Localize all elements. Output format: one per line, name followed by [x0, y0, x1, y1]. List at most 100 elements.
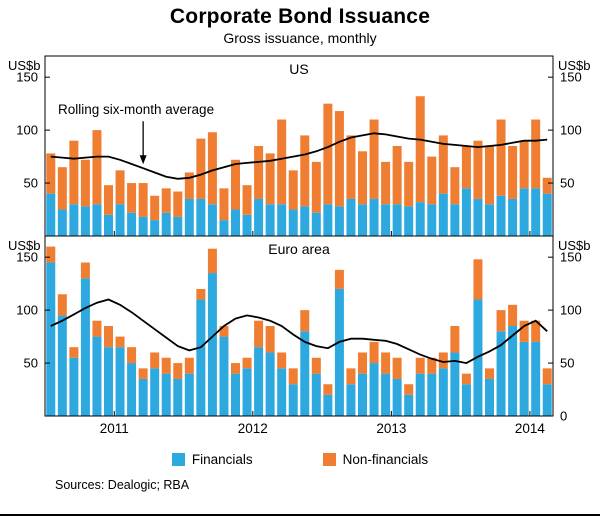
bar-segment-financials [242, 214, 252, 236]
bar-segment-financials [161, 373, 171, 416]
bar-segment-nonfinancials [357, 151, 368, 205]
bar-segment-financials [415, 373, 425, 416]
bar-segment-nonfinancials [254, 146, 264, 199]
bar-segment-financials [300, 206, 310, 236]
bar-segment-nonfinancials [369, 341, 379, 364]
bar-segment-financials [461, 188, 471, 236]
bar-segment-nonfinancials [173, 191, 183, 217]
bar-segment-financials [138, 216, 148, 236]
bar-segment-nonfinancials [230, 363, 241, 374]
y-tick-label: 50 [24, 176, 38, 191]
bar-segment-nonfinancials [69, 140, 79, 205]
bar-segment-financials [473, 198, 483, 236]
bar-segment-nonfinancials [138, 183, 148, 217]
bar-segment-financials [277, 368, 287, 416]
bar-segment-nonfinancials [450, 167, 460, 205]
y-tick-label: 100 [560, 303, 582, 318]
bar-segment-financials [242, 368, 252, 416]
bar-segment-financials [519, 341, 529, 416]
bar-segment-nonfinancials [508, 304, 518, 326]
bar-segment-financials [346, 384, 356, 416]
bar-segment-financials [69, 357, 79, 416]
bar-segment-nonfinancials [161, 188, 171, 213]
bar-segment-nonfinancials [508, 146, 518, 199]
bar-segment-nonfinancials [184, 172, 194, 199]
bar-segment-nonfinancials [115, 336, 125, 348]
financials-swatch-icon [171, 453, 185, 466]
bar-segment-nonfinancials [346, 135, 356, 199]
bar-segment-financials [427, 204, 437, 236]
bar-segment-financials [369, 363, 379, 416]
year-label: 2014 [515, 421, 546, 436]
bar-segment-financials [288, 209, 298, 236]
bar-segment-nonfinancials [265, 153, 275, 205]
bar-segment-nonfinancials [265, 326, 275, 353]
bar-segment-nonfinancials [161, 357, 171, 374]
bar-segment-financials [427, 373, 437, 416]
bar-segment-financials [450, 352, 460, 416]
axis-unit-left: US$b [8, 58, 41, 73]
bar-segment-financials [346, 198, 356, 236]
bar-segment-nonfinancials [484, 368, 495, 379]
bar-segment-financials [92, 204, 102, 236]
panel-border [44, 235, 554, 417]
bar-segment-nonfinancials [103, 326, 114, 348]
bar-segment-financials [381, 204, 391, 236]
bar-segment-nonfinancials [230, 159, 241, 210]
bar-segment-nonfinancials [334, 111, 344, 207]
bar-segment-nonfinancials [219, 326, 229, 337]
bar-segment-financials [80, 206, 90, 236]
bar-segment-financials [357, 373, 368, 416]
bar-segment-financials [519, 188, 529, 236]
bar-segment-financials [484, 378, 495, 416]
bar-segment-financials [57, 315, 67, 416]
bar-segment-financials [542, 384, 552, 416]
bar-segment-financials [173, 216, 183, 236]
bar-segment-nonfinancials [196, 288, 206, 300]
legend-item-nonfinancials: Non-financials [322, 452, 429, 467]
bottom-rule [0, 514, 600, 516]
bar-segment-nonfinancials [415, 357, 425, 374]
bar-segment-financials [415, 202, 425, 236]
bar-segment-financials [127, 363, 137, 416]
bar-segment-nonfinancials [404, 384, 414, 395]
bar-segment-financials [46, 262, 56, 416]
bar-segment-nonfinancials [242, 357, 252, 369]
bar-segment-nonfinancials [450, 326, 460, 353]
bar-segment-nonfinancials [461, 373, 471, 385]
bar-segment-nonfinancials [473, 140, 483, 199]
bar-segment-financials [103, 347, 114, 416]
bar-segment-financials [381, 373, 391, 416]
bar-segment-nonfinancials [254, 320, 264, 348]
bar-segment-financials [115, 204, 125, 236]
bar-segment-financials [254, 198, 264, 236]
bar-segment-nonfinancials [57, 294, 67, 316]
bar-segment-financials [542, 193, 552, 236]
axis-unit-left: US$b [8, 238, 41, 253]
annotation-arrowhead-icon [139, 155, 147, 165]
bar-segment-financials [311, 373, 321, 416]
bar-segment-nonfinancials [404, 161, 414, 207]
sources-note: Sources: Dealogic; RBA [55, 478, 190, 492]
bar-segment-nonfinancials [46, 246, 56, 263]
y-tick-label: 100 [16, 123, 38, 138]
y-tick-label: 150 [560, 70, 582, 85]
bar-segment-nonfinancials [392, 146, 402, 205]
bar-segment-nonfinancials [219, 188, 229, 221]
legend-label-nonfinancials: Non-financials [342, 452, 429, 467]
bar-segment-nonfinancials [150, 195, 160, 221]
bar-segment-nonfinancials [92, 130, 102, 205]
bar-segment-nonfinancials [173, 363, 183, 379]
bar-segment-nonfinancials [80, 159, 90, 207]
bar-segment-financials [103, 214, 114, 236]
bar-segment-financials [404, 206, 414, 236]
bar-segment-financials [300, 331, 310, 416]
bar-segment-nonfinancials [311, 357, 321, 374]
bar-segment-financials [311, 212, 321, 236]
bar-segment-nonfinancials [323, 103, 333, 205]
bar-segment-financials [219, 336, 229, 416]
year-label: 2013 [376, 421, 406, 436]
bar-segment-nonfinancials [103, 185, 114, 215]
bar-segment-financials [254, 347, 264, 416]
